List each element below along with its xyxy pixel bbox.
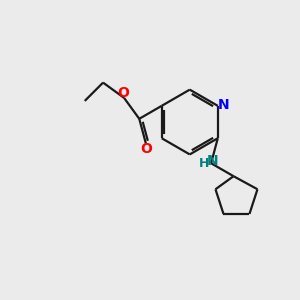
Text: H: H (199, 157, 209, 170)
Text: N: N (207, 154, 218, 169)
Text: O: O (140, 142, 152, 156)
Text: N: N (217, 98, 229, 112)
Text: O: O (117, 86, 129, 100)
